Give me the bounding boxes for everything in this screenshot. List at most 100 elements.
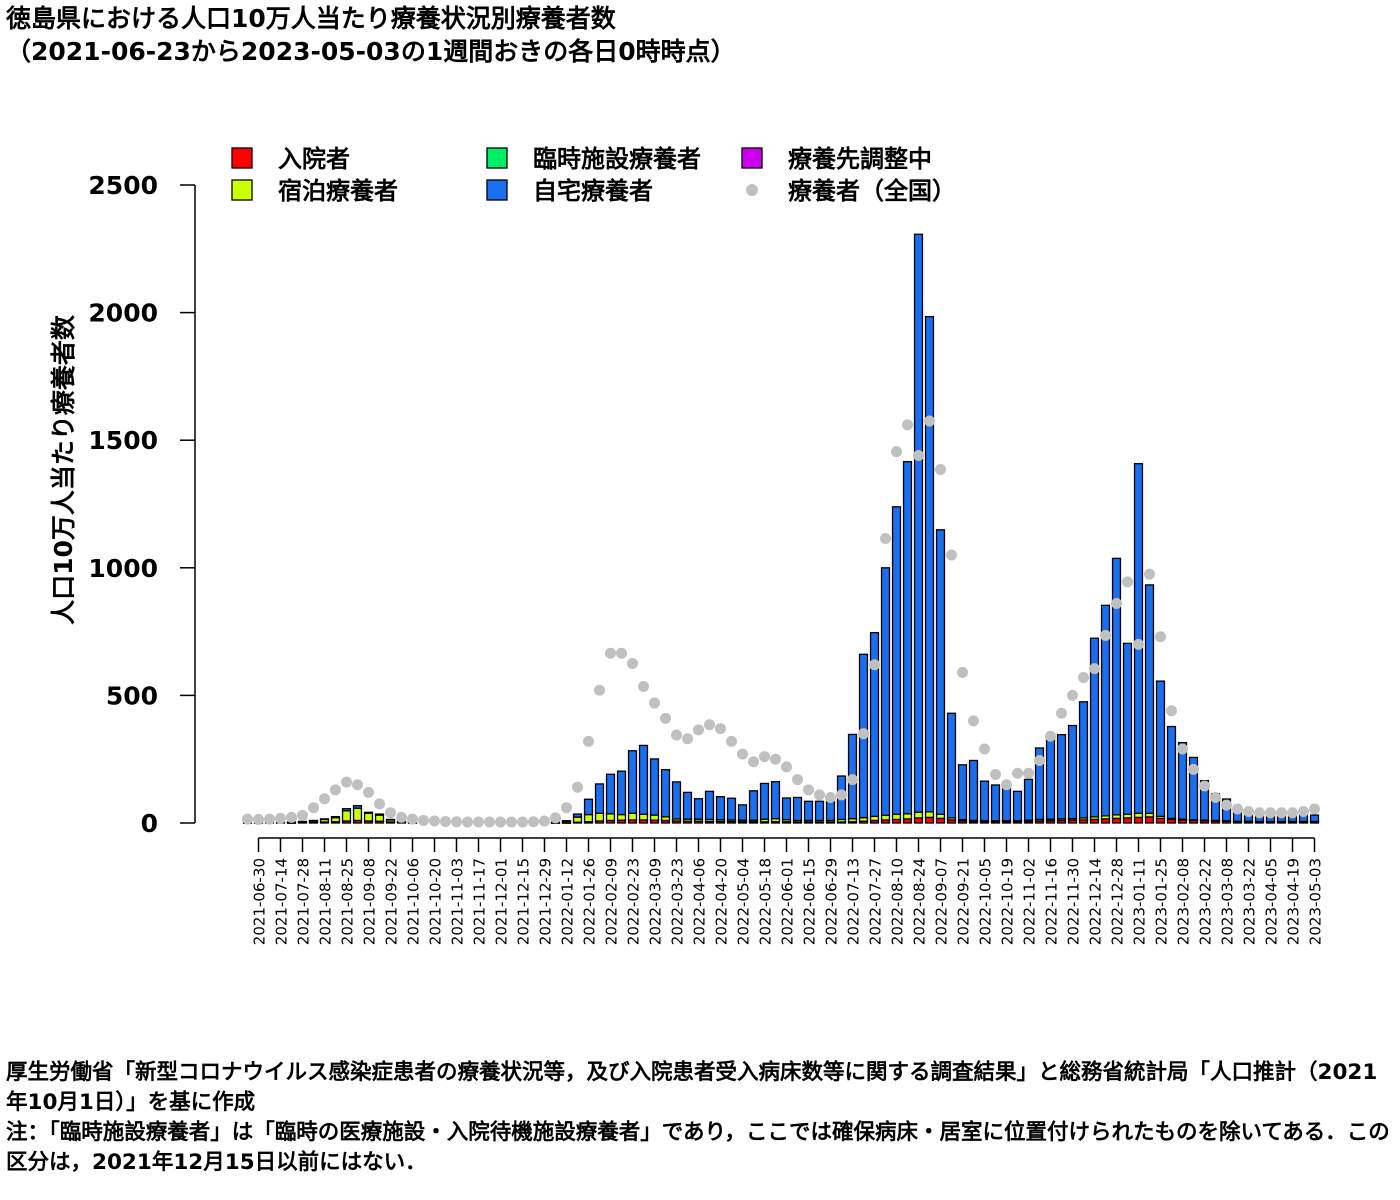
chart-title: 徳島県における人口10万人当たり療養状況別療養者数 （2021-06-23から20… bbox=[6, 2, 736, 68]
national-dot bbox=[374, 798, 385, 810]
bar-segment bbox=[946, 712, 957, 819]
national-dot bbox=[1034, 754, 1045, 766]
x-tick-label: 2023-04-19 bbox=[1285, 858, 1303, 945]
x-tick-label: 2022-04-20 bbox=[713, 858, 731, 945]
bar-segment bbox=[385, 818, 396, 821]
legend-swatch-dot bbox=[746, 184, 758, 196]
bar-segment bbox=[693, 798, 704, 820]
bar-segment bbox=[1067, 724, 1078, 820]
bar-segment bbox=[1001, 784, 1012, 822]
x-tick-label: 2022-06-15 bbox=[801, 858, 819, 945]
x-tick-label: 2023-04-05 bbox=[1263, 858, 1281, 945]
bar-segment bbox=[649, 758, 660, 816]
bar-segment bbox=[990, 784, 1001, 822]
bar-segment bbox=[781, 797, 792, 821]
y-tick-label: 1000 bbox=[88, 554, 158, 583]
national-dot bbox=[803, 784, 814, 796]
bar-segment bbox=[1089, 637, 1100, 818]
national-dot bbox=[528, 816, 539, 828]
x-tick-label: 2023-02-08 bbox=[1175, 858, 1193, 945]
national-dot bbox=[429, 815, 440, 827]
bar-segment bbox=[759, 782, 770, 820]
x-tick-label: 2023-02-22 bbox=[1197, 858, 1215, 945]
bar-segment bbox=[583, 813, 594, 823]
national-dot bbox=[1155, 631, 1166, 643]
bar-segment bbox=[913, 817, 924, 824]
national-dot bbox=[297, 809, 308, 821]
bar-segment bbox=[935, 817, 946, 824]
national-dot bbox=[627, 658, 638, 669]
bar-segment bbox=[583, 798, 594, 816]
bar-segment bbox=[594, 812, 605, 822]
national-dot bbox=[693, 724, 704, 736]
national-dot bbox=[825, 791, 836, 803]
bar-segment bbox=[814, 800, 825, 822]
national-dot bbox=[440, 815, 451, 827]
national-dot bbox=[1056, 707, 1067, 719]
y-tick-label: 2500 bbox=[88, 171, 158, 200]
bar-segment bbox=[770, 781, 781, 820]
x-tick-label: 2021-08-25 bbox=[339, 858, 357, 945]
bar-segment bbox=[748, 790, 759, 821]
national-dot bbox=[715, 723, 726, 735]
x-tick-label: 2022-12-14 bbox=[1087, 858, 1105, 945]
x-tick-label: 2022-01-26 bbox=[581, 858, 599, 945]
bar-segment bbox=[1155, 680, 1166, 818]
bar-segment bbox=[869, 631, 880, 818]
national-dot bbox=[649, 697, 660, 709]
national-dot bbox=[407, 813, 418, 825]
bar-segment bbox=[671, 781, 682, 820]
y-tick-label: 2000 bbox=[88, 299, 158, 328]
national-dot bbox=[1232, 803, 1243, 815]
national-dot bbox=[330, 784, 341, 796]
national-dot bbox=[1177, 743, 1188, 755]
bar-segment bbox=[1111, 817, 1122, 824]
national-dot bbox=[605, 647, 616, 659]
x-tick-label: 2021-11-17 bbox=[471, 858, 489, 945]
national-dot bbox=[1122, 576, 1133, 588]
national-dot bbox=[1067, 689, 1078, 701]
x-tick-label: 2022-08-10 bbox=[889, 858, 907, 945]
bar-segment bbox=[792, 796, 803, 822]
bar-segment bbox=[913, 811, 924, 819]
national-dot bbox=[858, 728, 869, 740]
national-dot bbox=[1309, 803, 1320, 815]
x-tick-label: 2022-09-07 bbox=[933, 858, 951, 945]
legend-swatch bbox=[741, 147, 763, 169]
bar-segment bbox=[715, 796, 726, 821]
national-dot bbox=[935, 464, 946, 476]
bar-segment bbox=[880, 567, 891, 816]
x-tick-label: 2021-12-29 bbox=[537, 858, 555, 945]
y-tick-label: 0 bbox=[141, 809, 158, 838]
national-dot bbox=[1298, 806, 1309, 818]
national-dot bbox=[561, 802, 572, 814]
bar-segment bbox=[352, 807, 363, 822]
bar-segment bbox=[605, 773, 616, 815]
x-tick-label: 2022-10-19 bbox=[999, 858, 1017, 945]
bar-segment bbox=[363, 811, 374, 814]
bar-segment bbox=[572, 816, 583, 823]
national-dot bbox=[1210, 791, 1221, 803]
national-dot bbox=[275, 812, 286, 824]
national-dot bbox=[1166, 705, 1177, 717]
x-tick-label: 2021-07-14 bbox=[273, 858, 291, 945]
national-dot bbox=[352, 779, 363, 791]
bar-segment bbox=[374, 813, 385, 816]
national-dot bbox=[957, 666, 968, 678]
bar-segment bbox=[638, 744, 649, 815]
x-tick-label: 2021-11-03 bbox=[449, 858, 467, 945]
bar-segment bbox=[1133, 463, 1144, 814]
legend-label: 入院者 bbox=[278, 145, 350, 173]
national-dot bbox=[484, 816, 495, 828]
national-dot bbox=[1221, 799, 1232, 811]
x-tick-label: 2022-11-16 bbox=[1043, 858, 1061, 945]
x-tick-label: 2022-10-05 bbox=[977, 858, 995, 945]
chart-title-line2: （2021-06-23から2023-05-03の1週間おきの各日0時時点） bbox=[6, 37, 736, 66]
bar-segment bbox=[572, 813, 583, 818]
national-dot bbox=[1199, 780, 1210, 792]
x-tick-label: 2021-06-30 bbox=[251, 858, 269, 945]
y-axis-label: 人口10万人当たり療養者数 bbox=[49, 314, 78, 625]
national-dot bbox=[517, 816, 528, 828]
national-dot bbox=[1111, 598, 1122, 610]
